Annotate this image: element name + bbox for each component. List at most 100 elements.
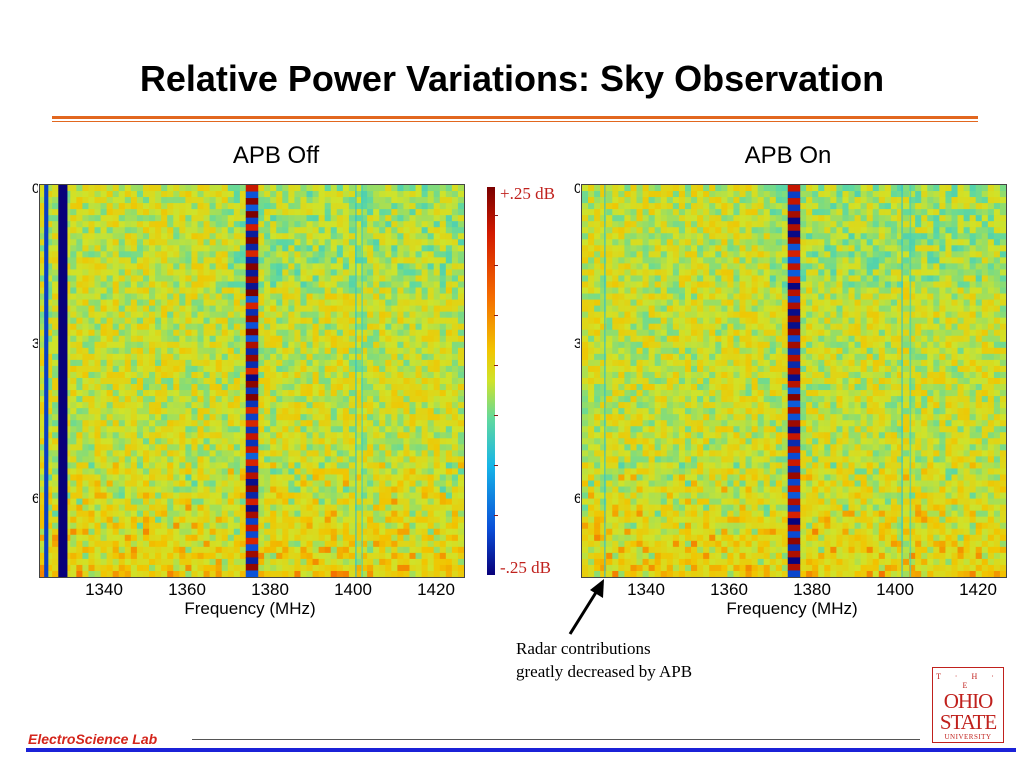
heatmap-cell bbox=[421, 390, 429, 397]
heatmap-cell bbox=[672, 203, 680, 210]
heatmap-cell bbox=[348, 341, 356, 349]
heatmap-cell bbox=[191, 341, 199, 349]
heatmap-cell bbox=[227, 377, 235, 385]
heatmap-cell bbox=[136, 408, 144, 415]
heatmap-cell bbox=[361, 468, 368, 476]
heatmap-cell bbox=[40, 408, 47, 415]
heatmap-cell bbox=[981, 203, 989, 210]
heatmap-cell bbox=[330, 299, 338, 307]
heatmap-cell bbox=[433, 197, 441, 204]
hydrogen-line-stripe bbox=[245, 459, 259, 467]
heatmap-cell bbox=[258, 347, 265, 355]
heatmap-cell bbox=[233, 197, 241, 204]
y-tick-stub: 0 bbox=[32, 180, 38, 196]
heatmap-cell bbox=[397, 468, 405, 476]
heatmap-cell bbox=[203, 353, 211, 361]
heatmap-cell bbox=[582, 185, 589, 192]
heatmap-cell bbox=[354, 359, 362, 367]
heatmap-cell bbox=[445, 546, 453, 554]
heatmap-cell bbox=[52, 558, 59, 566]
hydrogen-line-stripe bbox=[245, 256, 259, 264]
heatmap-cell bbox=[439, 317, 447, 325]
heatmap-cell bbox=[155, 377, 162, 385]
heatmap-cell bbox=[294, 510, 302, 518]
heatmap-cell bbox=[336, 293, 344, 301]
heatmap-cell bbox=[161, 558, 168, 566]
heatmap-cell bbox=[288, 287, 295, 295]
heatmap-cell bbox=[818, 197, 825, 204]
heatmap-cell bbox=[64, 552, 71, 560]
heatmap-cell bbox=[118, 528, 126, 536]
heatmap-cell bbox=[191, 203, 199, 210]
heatmap-cell bbox=[433, 480, 441, 488]
heatmap-cell bbox=[106, 335, 114, 343]
heatmap-cell bbox=[439, 474, 447, 482]
heatmap-cell bbox=[367, 498, 374, 506]
heatmap-cell bbox=[415, 522, 423, 530]
hydrogen-line-stripe bbox=[245, 524, 259, 532]
heatmap-cell bbox=[124, 245, 132, 252]
heatmap-cell bbox=[306, 486, 314, 494]
heatmap-cell bbox=[300, 444, 308, 451]
heatmap-cell bbox=[221, 335, 229, 343]
heatmap-cell bbox=[318, 474, 326, 482]
heatmap-cell bbox=[361, 516, 368, 524]
heatmap-cell bbox=[100, 480, 108, 488]
heatmap-cell bbox=[342, 462, 350, 470]
heatmap-cell bbox=[324, 492, 332, 500]
heatmap-cell bbox=[70, 263, 77, 271]
heatmap-cell bbox=[112, 540, 120, 548]
heatmap-cell bbox=[203, 456, 211, 464]
heatmap-cell bbox=[433, 522, 441, 530]
heatmap-cell bbox=[124, 534, 132, 542]
heatmap-cell bbox=[451, 239, 459, 246]
heatmap-cell bbox=[142, 396, 150, 403]
heatmap-cell bbox=[830, 197, 837, 204]
heatmap-cell bbox=[191, 486, 199, 494]
heatmap-cell bbox=[288, 558, 295, 566]
heatmap-cell bbox=[288, 317, 295, 325]
heatmap-cell bbox=[361, 402, 368, 409]
heatmap-cell bbox=[330, 329, 338, 337]
heatmap-cell bbox=[155, 269, 162, 277]
heatmap-cell bbox=[149, 384, 156, 391]
heatmap-cell bbox=[124, 269, 132, 277]
heatmap-cell bbox=[282, 371, 289, 379]
heatmap-cell bbox=[361, 552, 368, 560]
heatmap-cell bbox=[197, 317, 205, 325]
heatmap-cell bbox=[94, 377, 102, 385]
heatmap-cell bbox=[721, 203, 728, 210]
heatmap-cell bbox=[373, 564, 380, 572]
heatmap-cell bbox=[258, 564, 265, 572]
heatmap-cell bbox=[203, 191, 211, 198]
heatmap-cell bbox=[167, 335, 174, 343]
heatmap-cell bbox=[221, 444, 229, 451]
heatmap-cell bbox=[155, 390, 162, 397]
heatmap-cell bbox=[130, 450, 138, 457]
heatmap-cell bbox=[421, 281, 429, 289]
heatmap-cell bbox=[173, 516, 180, 524]
heatmap-cell bbox=[409, 227, 417, 234]
heatmap-cell bbox=[427, 414, 435, 421]
heatmap-cell bbox=[142, 269, 150, 277]
heatmap-cell bbox=[415, 359, 423, 367]
heatmap-cell bbox=[227, 215, 235, 222]
heatmap-cell bbox=[185, 504, 193, 512]
heatmap-cell bbox=[106, 269, 114, 277]
heatmap-cell bbox=[391, 426, 398, 433]
heatmap-cell bbox=[203, 275, 211, 283]
heatmap-cell bbox=[348, 329, 356, 337]
heatmap-cell bbox=[294, 341, 302, 349]
heatmap-cell bbox=[155, 329, 162, 337]
heatmap-cell bbox=[227, 402, 235, 409]
heatmap-cell bbox=[179, 510, 186, 518]
heatmap-cell bbox=[457, 365, 464, 373]
heatmap-cell bbox=[318, 426, 326, 433]
heatmap-cell bbox=[161, 570, 168, 577]
heatmap-cell bbox=[294, 450, 302, 457]
heatmap-cell bbox=[64, 317, 71, 325]
heatmap-cell bbox=[348, 474, 356, 482]
heatmap-cell bbox=[999, 203, 1006, 210]
heatmap-cell bbox=[409, 203, 417, 210]
heatmap-cell bbox=[258, 341, 265, 349]
